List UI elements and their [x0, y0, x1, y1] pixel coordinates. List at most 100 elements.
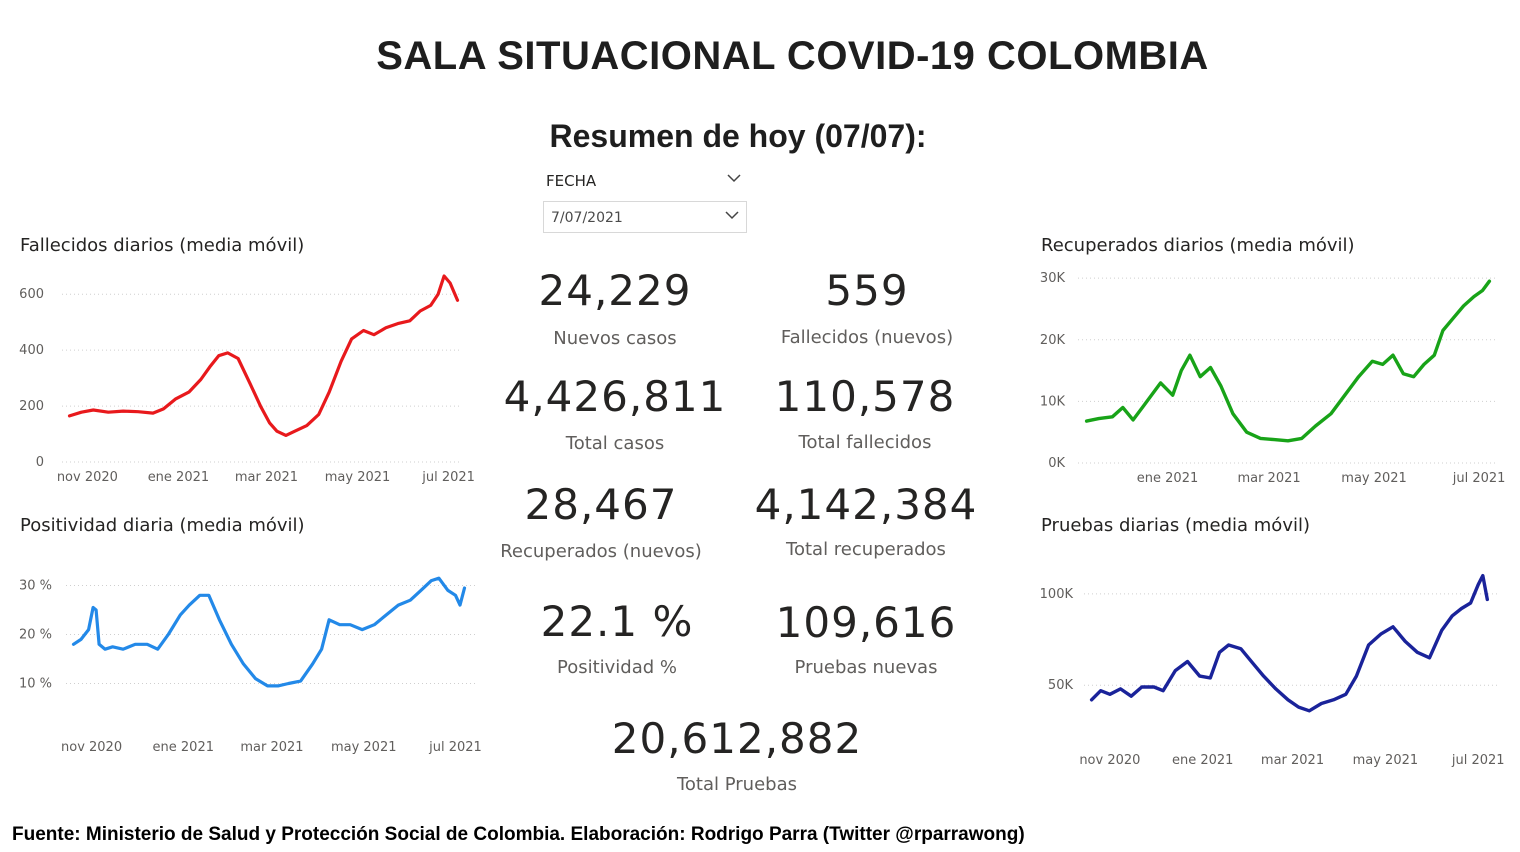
fallecidos-data-point	[419, 310, 421, 312]
positividad-data-point	[287, 682, 289, 684]
pruebas-x-tick-label: ene 2021	[1172, 753, 1233, 768]
fallecidos-data-point	[162, 408, 164, 410]
recuperados-data-point	[1462, 305, 1464, 307]
pruebas-data-point	[1174, 669, 1176, 671]
pruebas-data-point	[1130, 695, 1132, 697]
recuperados-data-point	[1220, 385, 1222, 387]
fallecidos-data-point	[188, 391, 190, 393]
positividad-data-point	[385, 614, 387, 616]
positividad-x-tick-label: jul 2021	[428, 740, 482, 755]
fallecidos-y-tick-label: 0	[36, 455, 44, 470]
recuperados-series-line[interactable]	[1084, 279, 1492, 443]
chevron-down-icon[interactable]	[724, 207, 740, 227]
pruebas-data-point	[1355, 675, 1357, 677]
pruebas-data-point	[1199, 675, 1201, 677]
kpi-recuperados-nuevos-label: Recuperados (nuevos)	[500, 541, 702, 562]
positividad-data-point	[328, 619, 330, 621]
pruebas-data-point	[1119, 688, 1121, 690]
positividad-data-point	[420, 589, 422, 591]
recuperados-data-point	[1402, 373, 1404, 375]
fallecidos-data-point	[437, 293, 439, 295]
fallecidos-line-chart[interactable]: 0 200 400 600 nov 2020 ene 2021 mar 2021 may 20…	[0, 265, 500, 495]
pruebas-data-point	[1297, 706, 1299, 708]
pruebas-line-chart[interactable]: 50K 100K nov 2020 ene 2021 mar 2021 may 2021 j…	[1020, 545, 1520, 775]
positividad-series-line[interactable]	[71, 576, 467, 688]
fallecidos-data-point	[80, 411, 82, 413]
recuperados-data-point	[1132, 419, 1134, 421]
source-footer: Fuente: Ministerio de Salud y Protección…	[12, 824, 1025, 845]
positividad-y-tick-label: 30 %	[19, 579, 52, 594]
kpi-total-pruebas-value: 20,612,882	[611, 714, 863, 763]
pruebas-data-point	[1482, 574, 1484, 576]
pruebas-data-point	[1332, 699, 1334, 701]
fallecidos-data-point	[200, 378, 202, 380]
kpi-recuperados-nuevos-value: 28,467	[524, 480, 678, 529]
pruebas-data-point	[1209, 677, 1211, 679]
positividad-line-chart[interactable]: 10 % 20 % 30 % nov 2020 ene 2021 mar 2021 may …	[0, 545, 500, 765]
fallecidos-data-point	[268, 422, 270, 424]
pruebas-data-point	[1218, 651, 1220, 653]
recuperados-data-point	[1172, 394, 1174, 396]
positividad-data-point	[447, 589, 449, 591]
recuperados-data-point	[1488, 280, 1490, 282]
pruebas-data-point	[1345, 693, 1347, 695]
positividad-data-point	[104, 648, 106, 650]
recuperados-data-point	[1146, 400, 1148, 402]
pruebas-data-point	[1252, 662, 1254, 664]
fallecidos-series-line[interactable]	[67, 274, 460, 437]
positividad-data-point	[146, 643, 148, 645]
positividad-data-point	[157, 648, 159, 650]
pruebas-data-point	[1109, 693, 1111, 695]
fallecidos-data-point	[137, 411, 139, 413]
positividad-x-tick-label: may 2021	[331, 740, 397, 755]
pruebas-data-point	[1460, 607, 1462, 609]
positividad-data-point	[266, 685, 268, 687]
positividad-y-tick-label: 10 %	[19, 677, 52, 692]
page-title: SALA SITUACIONAL COVID-19 COLOMBIA	[376, 34, 1209, 78]
kpi-fallecidos-nuevos-value: 559	[825, 266, 909, 315]
pruebas-x-tick-label: jul 2021	[1451, 753, 1505, 768]
positividad-data-point	[179, 614, 181, 616]
positividad-data-point	[438, 577, 440, 579]
recuperados-data-point	[1330, 413, 1332, 415]
pruebas-data-point	[1428, 657, 1430, 659]
chevron-down-icon[interactable]	[726, 170, 742, 190]
pruebas-data-point	[1367, 644, 1369, 646]
recuperados-y-tick-label: 30K	[1040, 271, 1066, 286]
pruebas-x-tick-label: may 2021	[1353, 753, 1419, 768]
pruebas-data-point	[1469, 602, 1471, 604]
pruebas-data-point	[1186, 660, 1188, 662]
pruebas-data-point	[1141, 686, 1143, 688]
recuperados-x-tick-label: ene 2021	[1137, 471, 1198, 486]
recuperados-data-point	[1232, 413, 1234, 415]
fallecidos-x-tick-label: ene 2021	[148, 470, 209, 485]
fallecidos-data-point	[92, 409, 94, 411]
pruebas-data-point	[1100, 690, 1102, 692]
fallecidos-data-point	[385, 327, 387, 329]
fallecidos-data-point	[449, 282, 451, 284]
fallecidos-data-point	[362, 329, 364, 331]
fallecidos-data-point	[340, 360, 342, 362]
recuperados-data-point	[1382, 363, 1384, 365]
kpi-positividad-value: 22.1 %	[540, 597, 694, 646]
fallecidos-data-point	[227, 352, 229, 354]
positividad-data-point	[361, 628, 363, 630]
fallecidos-data-point	[430, 304, 432, 306]
positividad-data-point	[397, 604, 399, 606]
positividad-data-point	[95, 609, 97, 611]
recuperados-line-chart[interactable]: 0K 10K 20K 30K ene 2021 mar 2021 may 2021 jul 2…	[1020, 260, 1520, 495]
fallecidos-data-point	[350, 338, 352, 340]
date-slicer-dropdown[interactable]: 7/07/2021	[543, 201, 747, 233]
pruebas-data-point	[1380, 633, 1382, 635]
kpi-pruebas-nuevas-value: 109,616	[775, 598, 957, 647]
kpi-total-casos-label: Total casos	[565, 433, 665, 454]
recuperados-data-point	[1413, 376, 1415, 378]
pruebas-series-line[interactable]	[1089, 573, 1489, 713]
pruebas-data-point	[1404, 640, 1406, 642]
fallecidos-data-point	[249, 383, 251, 385]
positividad-data-point	[230, 643, 232, 645]
pruebas-data-point	[1451, 615, 1453, 617]
kpi-pruebas-nuevas-label: Pruebas nuevas	[794, 657, 938, 678]
pruebas-chart-title: Pruebas diarias (media móvil)	[1041, 515, 1310, 536]
fallecidos-data-point	[397, 322, 399, 324]
